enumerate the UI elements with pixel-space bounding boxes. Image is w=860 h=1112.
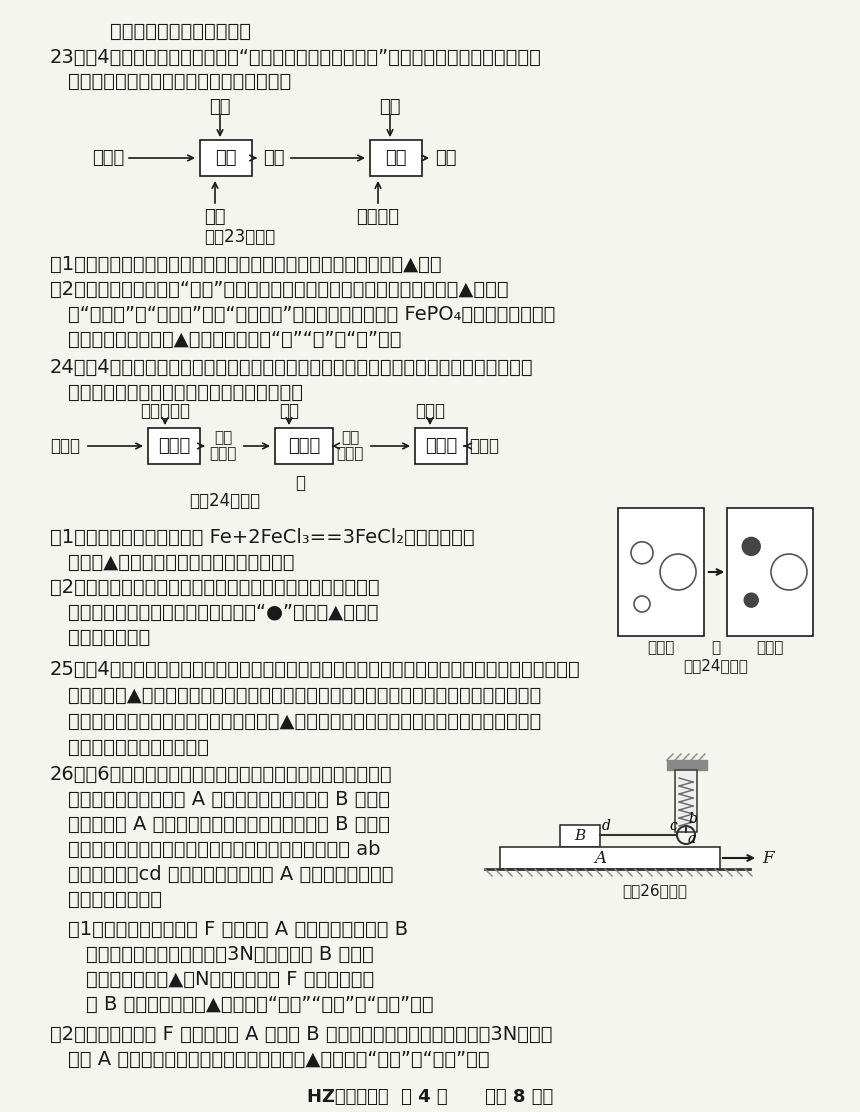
Text: 24．（4分）利用氯化鐵溶液浸出废金属（主要成分为鐵铜合金）回收海绵铜（一种特殊形: 24．（4分）利用氯化鐵溶液浸出废金属（主要成分为鐵铜合金）回收海绵铜（一种特殊… xyxy=(50,358,533,377)
Text: 属于　▲　反应（填写反应的基本类型）。: 属于 ▲ 反应（填写反应的基本类型）。 xyxy=(68,553,294,572)
Text: 块 B 受到的摩擦力　▲　（选填“增大”“减小”或“不变”）；: 块 B 受到的摩擦力 ▲ （选填“增大”“减小”或“不变”）； xyxy=(86,995,433,1014)
Text: 废金属: 废金属 xyxy=(50,437,80,455)
Text: 采取了针对性的防治措施。: 采取了针对性的防治措施。 xyxy=(110,22,251,41)
Text: （1）用水平向右的拉力 F 拉动木板 A 向右运动，待木块 B: （1）用水平向右的拉力 F 拉动木板 A 向右运动，待木块 B xyxy=(68,920,408,939)
Text: 铜及: 铜及 xyxy=(341,430,359,446)
Text: 少量鐵: 少量鐵 xyxy=(336,447,364,461)
Text: 煽炼: 煽炼 xyxy=(215,149,237,167)
Bar xyxy=(728,508,813,636)
Bar xyxy=(415,428,467,464)
Text: c: c xyxy=(669,820,677,833)
Text: F: F xyxy=(762,850,773,866)
Text: 固液: 固液 xyxy=(214,430,232,446)
Text: 前后溶液中离子种类如图乙所示，则“●”表示　▲　（填: 前后溶液中离子种类如图乙所示，则“●”表示 ▲ （填 xyxy=(68,603,378,622)
Text: 蜗体表的沟槽流进其口中。: 蜗体表的沟槽流进其口中。 xyxy=(68,738,209,757)
Text: （2）撤去水平拉力 F 后，当木板 A 和木块 B 都静止时，弹簧测力计示数仍为3N，此时: （2）撤去水平拉力 F 后，当木板 A 和木块 B 都静止时，弹簧测力计示数仍为… xyxy=(50,1025,552,1044)
Text: 填“氧化性”或“还原性”）。“黑色湿泥”（有效成分为磷酸鐵 FePO₄）作为熳剂可加快: 填“氧化性”或“还原性”）。“黑色湿泥”（有效成分为磷酸鐵 FePO₄）作为熳剂… xyxy=(68,305,556,324)
Bar xyxy=(275,428,333,464)
Text: B: B xyxy=(574,830,586,843)
Text: 重力和滑轮摩擦）: 重力和滑轮摩擦） xyxy=(68,890,162,909)
Text: 分离器: 分离器 xyxy=(288,437,320,455)
Text: 时摩擦力的大小。木板 A 放在水平地面上，木块 B 放置在: 时摩擦力的大小。木板 A 放在水平地面上，木块 B 放置在 xyxy=(68,790,390,810)
Bar xyxy=(370,140,422,176)
Text: a: a xyxy=(688,832,697,846)
Text: HZ科学试题卷  第 4 页      （共 8 页）: HZ科学试题卷 第 4 页 （共 8 页） xyxy=(307,1088,553,1106)
Text: 木炭: 木炭 xyxy=(205,208,225,226)
Text: （第24题图）: （第24题图） xyxy=(683,658,748,673)
Text: 写离子符号）。: 写离子符号）。 xyxy=(68,628,150,647)
Circle shape xyxy=(744,593,759,607)
Text: 氧气: 氧气 xyxy=(379,98,401,116)
Text: （第24题图）: （第24题图） xyxy=(189,492,261,510)
Text: 反应前: 反应前 xyxy=(648,641,674,655)
Bar xyxy=(675,770,697,832)
Text: 23．（4分）《天工开物》记载的“生鐵、熟鐵连续生成工艺”，处于当时世界领先地位，是: 23．（4分）《天工开物》记载的“生鐵、熟鐵连续生成工艺”，处于当时世界领先地位… xyxy=(50,48,542,67)
Bar xyxy=(560,825,600,847)
Circle shape xyxy=(742,537,760,555)
Text: 黑色湿泥: 黑色湿泥 xyxy=(357,208,400,226)
Text: （第26题图）: （第26题图） xyxy=(623,883,687,898)
Text: b: b xyxy=(688,812,697,826)
Text: 空气中的水蒸气会在魔蜗冰冷的体表上　▲　（填写物态变化名称）形成露水，露水通过魔: 空气中的水蒸气会在魔蜗冰冷的体表上 ▲ （填写物态变化名称）形成露水，露水通过魔 xyxy=(68,712,541,731)
Text: 水平的木板 A 上，细绳跨过定滑轮，一端与木块 B 相连，: 水平的木板 A 上，细绳跨过定滑轮，一端与木块 B 相连， xyxy=(68,815,390,834)
Text: （第23题图）: （第23题图） xyxy=(205,228,275,246)
Text: 滤液: 滤液 xyxy=(279,403,299,420)
Text: 段保持竖直，cd 段保持水平。（木板 A 足够长，不计细绳: 段保持竖直，cd 段保持水平。（木板 A 足够长，不计细绳 xyxy=(68,865,394,884)
Text: （2）若酸洗槽中先加入过量稀盐酸，再加入铜及少量鐵，反应: （2）若酸洗槽中先加入过量稀盐酸，再加入铜及少量鐵，反应 xyxy=(50,578,379,597)
Text: 另一端与上端固定的弹簧测力计的秤钙相连，且细绳的 ab: 另一端与上端固定的弹簧测力计的秤钙相连，且细绳的 ab xyxy=(68,840,380,858)
Text: 铁矿石: 铁矿石 xyxy=(92,149,124,167)
Text: 摩擦力大小为　▲　N。接着将拉力 F 增大一倍，木: 摩擦力大小为 ▲ N。接着将拉力 F 增大一倍，木 xyxy=(86,970,374,989)
Text: 浸出池: 浸出池 xyxy=(158,437,190,455)
Text: 态的单质铜）的某种工艺流程图如图甲所示：: 态的单质铜）的某种工艺流程图如图甲所示： xyxy=(68,383,303,403)
Text: 海绵铜: 海绵铜 xyxy=(469,437,499,455)
Text: 混合物: 混合物 xyxy=(209,447,236,461)
Text: 乙: 乙 xyxy=(711,641,720,655)
Text: 25．（4分）澳洲沙漠里的魔蜗，头部有两个尖锐的刺，能在受到天敌攻击时保护自己，其原理是：: 25．（4分）澳洲沙漠里的魔蜗，头部有两个尖锐的刺，能在受到天敌攻击时保护自己，… xyxy=(50,661,580,679)
Text: 稀盐酸: 稀盐酸 xyxy=(415,403,445,420)
Bar xyxy=(200,140,252,176)
Bar xyxy=(148,428,200,464)
Text: 刺的尖端　▲　很小，能在防卫时产生很大的压强。魔蜗很多时候靠喝露水获得水分，沙漠: 刺的尖端 ▲ 很小，能在防卫时产生很大的压强。魔蜗很多时候靠喝露水获得水分，沙漠 xyxy=(68,686,541,705)
Text: 反应，磷酸鐵属于　▲　类物质（选填“酸”“碱”或“盐”）。: 反应，磷酸鐵属于 ▲ 类物质（选填“酸”“碱”或“盐”）。 xyxy=(68,330,402,349)
Text: 现代冶金工艺的雏形。其流程图如下所示：: 现代冶金工艺的雏形。其流程图如下所示： xyxy=(68,72,292,91)
Text: 甲: 甲 xyxy=(295,474,305,492)
Text: 熟铁: 熟铁 xyxy=(435,149,457,167)
Text: 生铁: 生铁 xyxy=(263,149,285,167)
Text: d: d xyxy=(602,820,611,833)
Text: A: A xyxy=(594,850,606,866)
Text: （1）浸出池中发生的反应有 Fe+2FeCl₃==3FeCl₂，此反应类型: （1）浸出池中发生的反应有 Fe+2FeCl₃==3FeCl₂，此反应类型 xyxy=(50,528,475,547)
Text: 反应后: 反应后 xyxy=(757,641,783,655)
Text: （2）通过攀拌向生鐵中“充氧”可降低生鐵的含碳量，此过程体现了氧气的　▲　（选: （2）通过攀拌向生鐵中“充氧”可降低生鐵的含碳量，此过程体现了氧气的 ▲ （选 xyxy=(50,280,508,299)
Text: 酸洗槽: 酸洗槽 xyxy=(425,437,458,455)
Text: 26．（6分）用如图所示的实验装置可以方便测量物体相对运动: 26．（6分）用如图所示的实验装置可以方便测量物体相对运动 xyxy=(50,765,393,784)
Text: 攀拌: 攀拌 xyxy=(385,149,407,167)
Bar xyxy=(618,508,703,636)
Text: 氯化铁溶液: 氯化铁溶液 xyxy=(140,403,190,420)
Bar xyxy=(500,847,720,868)
Text: 静止后，弹簧测力计示数为3N，此时木块 B 受到的: 静止后，弹簧测力计示数为3N，此时木块 B 受到的 xyxy=(86,945,374,964)
Text: （1）煽炼过程中，氧化鐵与一氧化碳在高温下反应的化学方程式为▲　。: （1）煽炼过程中，氧化鐵与一氧化碳在高温下反应的化学方程式为▲ 。 xyxy=(50,255,442,274)
Text: 木板 A 受到地面施加的摩擦力方向为水平　▲　（选填“向右”或“向左”）。: 木板 A 受到地面施加的摩擦力方向为水平 ▲ （选填“向右”或“向左”）。 xyxy=(68,1050,489,1069)
Text: 空气: 空气 xyxy=(209,98,230,116)
